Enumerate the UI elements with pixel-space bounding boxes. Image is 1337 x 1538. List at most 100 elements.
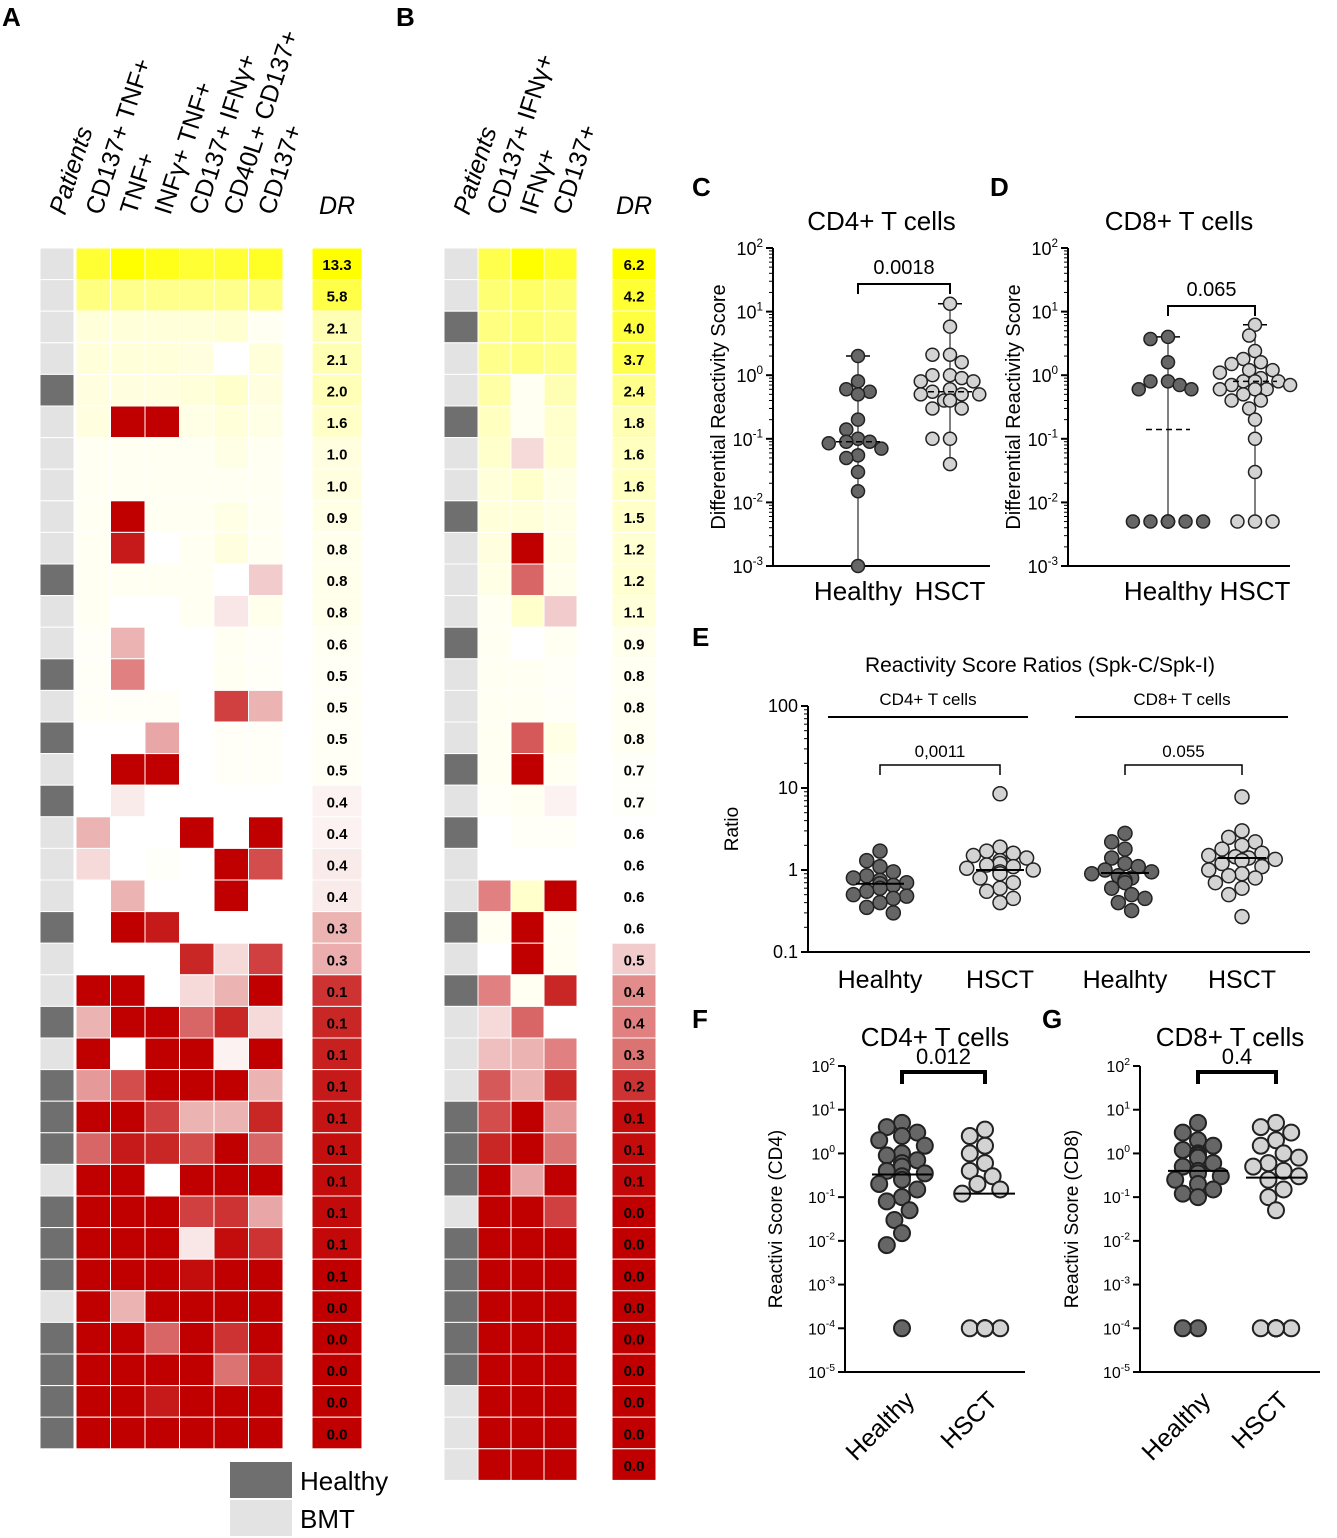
dr-value: 1.0 [327,478,348,495]
y-axis-label: Differential Reactivity Score [708,284,730,529]
data-point [954,354,969,370]
heatmap-cell [75,563,111,597]
data-point [1160,514,1176,529]
data-point [1251,1136,1270,1155]
dr-value: 1.1 [624,605,645,622]
panel-letter-e: E [692,622,709,652]
heatmap-cell [477,1037,512,1071]
data-point [1204,1180,1223,1199]
patient-cell [443,1353,479,1387]
dr-cell [611,784,657,818]
heatmap-cell [110,1132,146,1165]
data-point [1251,1319,1270,1338]
dr-cell [611,1227,657,1260]
data-point [1207,874,1224,891]
heatmap-cell [477,1100,512,1134]
heatmap-cell [213,373,249,407]
patient-cell [39,879,75,913]
data-point [1005,874,1022,891]
heatmap-cell [477,1005,512,1039]
heatmap-cell [213,942,249,976]
heatmap-cell [179,500,215,533]
heatmap-cell [510,595,545,628]
data-point [1220,886,1237,903]
heatmap-cell [144,437,180,470]
data-point [978,857,995,873]
heatmap-cell [75,437,111,470]
heatmap-cell [110,373,146,407]
heatmap-cell [248,1258,284,1292]
heatmap-cell [110,310,146,344]
data-point [850,464,866,480]
heatmap-cell [510,784,545,818]
data-point [885,1211,904,1230]
patient-cell [39,784,75,818]
x-tick-label: HSCT [966,966,1034,994]
heatmap-cell [510,1100,545,1134]
data-point [1247,343,1263,359]
data-point [1234,789,1250,805]
data-point [925,431,940,447]
data-point [1173,1140,1192,1159]
x-tick-label: Healthy [814,576,902,606]
heatmap-cell [248,531,284,565]
heatmap-cell [510,1163,545,1197]
dr-value: 6.2 [624,257,645,274]
data-point [954,401,969,416]
data-point [1214,841,1230,857]
dr-value: 0.5 [624,952,645,969]
heatmap-cell [179,247,215,281]
heatmap-cell [213,1100,249,1134]
heatmap-cell [510,1353,545,1387]
patient-cell [443,595,479,628]
heatmap-cell [110,437,146,470]
heatmap-cell [179,468,215,502]
heatmap-cell [510,1448,545,1481]
data-point [1143,374,1158,389]
heatmap-cell [110,847,146,881]
x-tick-label: HSCT [1220,576,1291,606]
data-point [850,374,866,389]
p-value: 0.4 [1222,1044,1253,1069]
heatmap-cell [213,405,249,439]
heatmap-cell [179,816,215,849]
heatmap-cell [179,279,215,312]
dr-cell [611,626,657,660]
heatmap-cell [110,1227,146,1260]
y-tick-label: 100 [1031,364,1058,386]
heatmap-cell [213,1069,249,1102]
dr-value: 0.0 [327,1300,348,1317]
data-point [1251,1118,1270,1137]
patient-cell [39,753,75,786]
panel-letter-g: G [1042,1004,1062,1034]
y-tick-label: 10-4 [1103,1319,1130,1338]
patient-cell [39,816,75,849]
data-point [983,1167,1002,1186]
heatmap-cell [510,847,545,881]
dr-cell [311,942,363,976]
patient-cell [39,405,75,439]
patient-cell [443,1416,479,1450]
heatmap-cell [75,1290,111,1323]
data-point [858,868,875,884]
heatmap-cell [110,689,146,723]
heatmap-cell [510,1290,545,1323]
patient-cell [443,247,479,281]
heatmap-cell [213,1290,249,1323]
patient-cell [39,721,75,755]
dr-cell [311,1037,363,1071]
data-point [1259,1170,1278,1189]
dr-value: 5.8 [327,289,348,306]
y-tick-label: 10-1 [733,428,763,450]
y-tick-label: 102 [1031,237,1058,259]
heatmap-cell [179,784,215,818]
data-point [877,1192,896,1211]
heatmap-cell [213,911,249,944]
patient-cell [39,1069,75,1102]
heatmap-cell [543,1385,578,1418]
heatmap-cell [213,1132,249,1165]
heatmap-cell [110,342,146,375]
data-point [992,894,1008,911]
data-point [839,422,854,437]
heatmap-cell [179,879,215,913]
